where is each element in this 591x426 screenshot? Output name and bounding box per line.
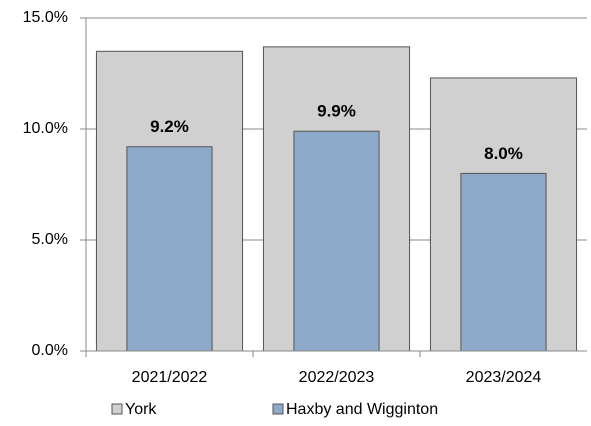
bar [460, 172, 547, 352]
y-tick-label: 0.0% [32, 342, 68, 359]
bar [293, 130, 380, 352]
data-label: 9.9% [317, 102, 356, 121]
legend-label: Haxby and Wigginton [286, 401, 438, 418]
x-tick-label: 2023/2024 [466, 369, 542, 386]
legend-swatch [272, 403, 284, 415]
bar [126, 146, 213, 352]
data-label: 9.2% [150, 117, 189, 136]
x-tick-label: 2021/2022 [132, 369, 208, 386]
x-tick-label: 2022/2023 [299, 369, 375, 386]
y-tick-label: 15.0% [23, 9, 68, 26]
y-tick-label: 10.0% [23, 120, 68, 137]
data-label: 8.0% [484, 144, 523, 163]
legend-swatch [111, 403, 123, 415]
y-tick-label: 5.0% [32, 231, 68, 248]
legend-label: York [125, 401, 157, 418]
